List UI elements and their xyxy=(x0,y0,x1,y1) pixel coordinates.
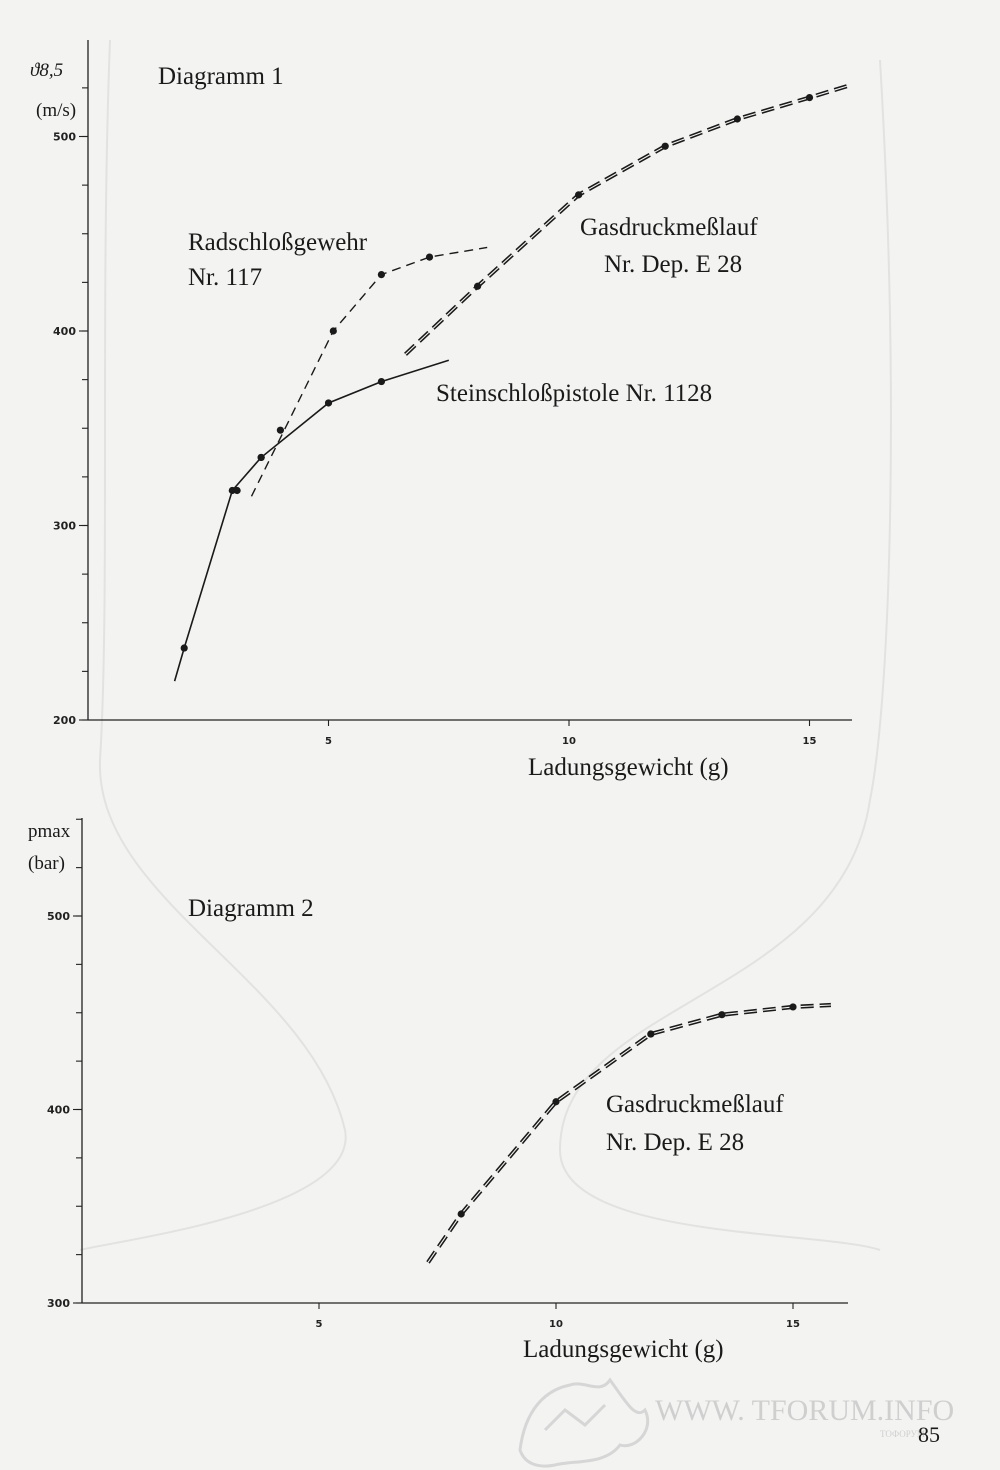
data-point-steinschlo-pistole-nr-1128 xyxy=(377,377,386,386)
series-label-gasdruck-1: Gasdruckmeßlauf xyxy=(580,214,758,241)
y-tick-label: 300 xyxy=(53,520,76,533)
x-tick-label: 15 xyxy=(786,1319,800,1330)
diagram-1: 200 300 400 500 5 10 15 Diagramm 1 ϑ8,5 (m/s)… xyxy=(30,40,852,781)
chart1-ylabel: ϑ8,5 xyxy=(30,60,63,81)
x-tick-label: 10 xyxy=(549,1319,563,1330)
series-label-radschloss: Radschloßgewehr xyxy=(188,229,368,256)
data-point-steinschlo-pistole-nr-1128 xyxy=(228,486,236,495)
data-point-radschlo-gewehr xyxy=(276,426,284,434)
series-label-gasdruck-1-nr: Nr. Dep. E 28 xyxy=(604,251,742,278)
data-point-gasdruckme-lauf xyxy=(805,94,814,102)
watermark-text: WWW. TFORUM.INFO xyxy=(655,1394,954,1427)
x-tick-label: 15 xyxy=(803,736,817,747)
background-trace xyxy=(79,39,892,1251)
data-point-gasdruckme-lauf xyxy=(647,1030,655,1038)
data-point-steinschlo-pistole-nr-1128 xyxy=(324,399,333,407)
data-point-gasdruckme-lauf xyxy=(733,115,741,123)
y-tick-label: 500 xyxy=(47,910,70,923)
x-tick-label: 5 xyxy=(316,1319,323,1330)
data-point-gasdruckme-lauf xyxy=(552,1098,560,1106)
series-label-radschloss-nr: Nr. 117 xyxy=(188,264,262,291)
watermark-logo xyxy=(518,1377,650,1468)
chart2-title: Diagramm 2 xyxy=(188,895,314,922)
y-tick-label: 500 xyxy=(53,131,76,144)
chart1-title: Diagramm 1 xyxy=(158,63,284,90)
y-tick-label: 200 xyxy=(53,714,76,727)
chart2-xlabel: Ladungsgewicht (g) xyxy=(523,1336,724,1363)
chart2-ylabel: pmax xyxy=(28,821,71,842)
series-label-gasdruck-2-nr: Nr. Dep. E 28 xyxy=(606,1129,744,1156)
y-tick-label: 400 xyxy=(47,1104,70,1117)
data-point-gasdruckme-lauf xyxy=(575,191,583,199)
page-number: 85 xyxy=(918,1422,940,1447)
x-tick-label: 5 xyxy=(325,736,332,747)
chart2-yunit: (bar) xyxy=(28,853,65,874)
series-line-radschlo-gewehr xyxy=(250,246,488,497)
data-point-gasdruckme-lauf xyxy=(661,142,669,150)
series-label-steinschloss: Steinschloßpistole Nr. 1128 xyxy=(436,380,712,407)
data-point-gasdruckme-lauf xyxy=(457,1210,465,1218)
watermark-subtext: ТОФОРУМ xyxy=(880,1429,925,1439)
data-point-gasdruckme-lauf xyxy=(718,1011,726,1019)
data-point-radschlo-gewehr xyxy=(377,270,386,279)
data-point-steinschlo-pistole-nr-1128 xyxy=(257,453,265,462)
chart1-xlabel: Ladungsgewicht (g) xyxy=(528,754,729,781)
series-label-gasdruck-2: Gasdruckmeßlauf xyxy=(606,1091,784,1118)
series-line-steinschlo-pistole-nr-1128 xyxy=(173,359,450,682)
data-point-radschlo-gewehr xyxy=(425,253,434,261)
data-point-radschlo-gewehr xyxy=(329,327,337,335)
diagram-2: 300 400 500 5 10 15 Diagramm 2 pmax (bar) La… xyxy=(28,818,848,1363)
data-point-gasdruckme-lauf xyxy=(789,1003,797,1011)
data-point-gasdruckme-lauf xyxy=(474,282,482,290)
chart1-yunit: (m/s) xyxy=(36,100,76,121)
y-tick-label: 400 xyxy=(53,325,76,338)
data-point-steinschlo-pistole-nr-1128 xyxy=(180,644,188,652)
y-tick-label: 300 xyxy=(47,1297,70,1310)
x-tick-label: 10 xyxy=(562,736,576,747)
watermark: WWW. TFORUM.INFO ТОФОРУМ xyxy=(518,1377,954,1468)
